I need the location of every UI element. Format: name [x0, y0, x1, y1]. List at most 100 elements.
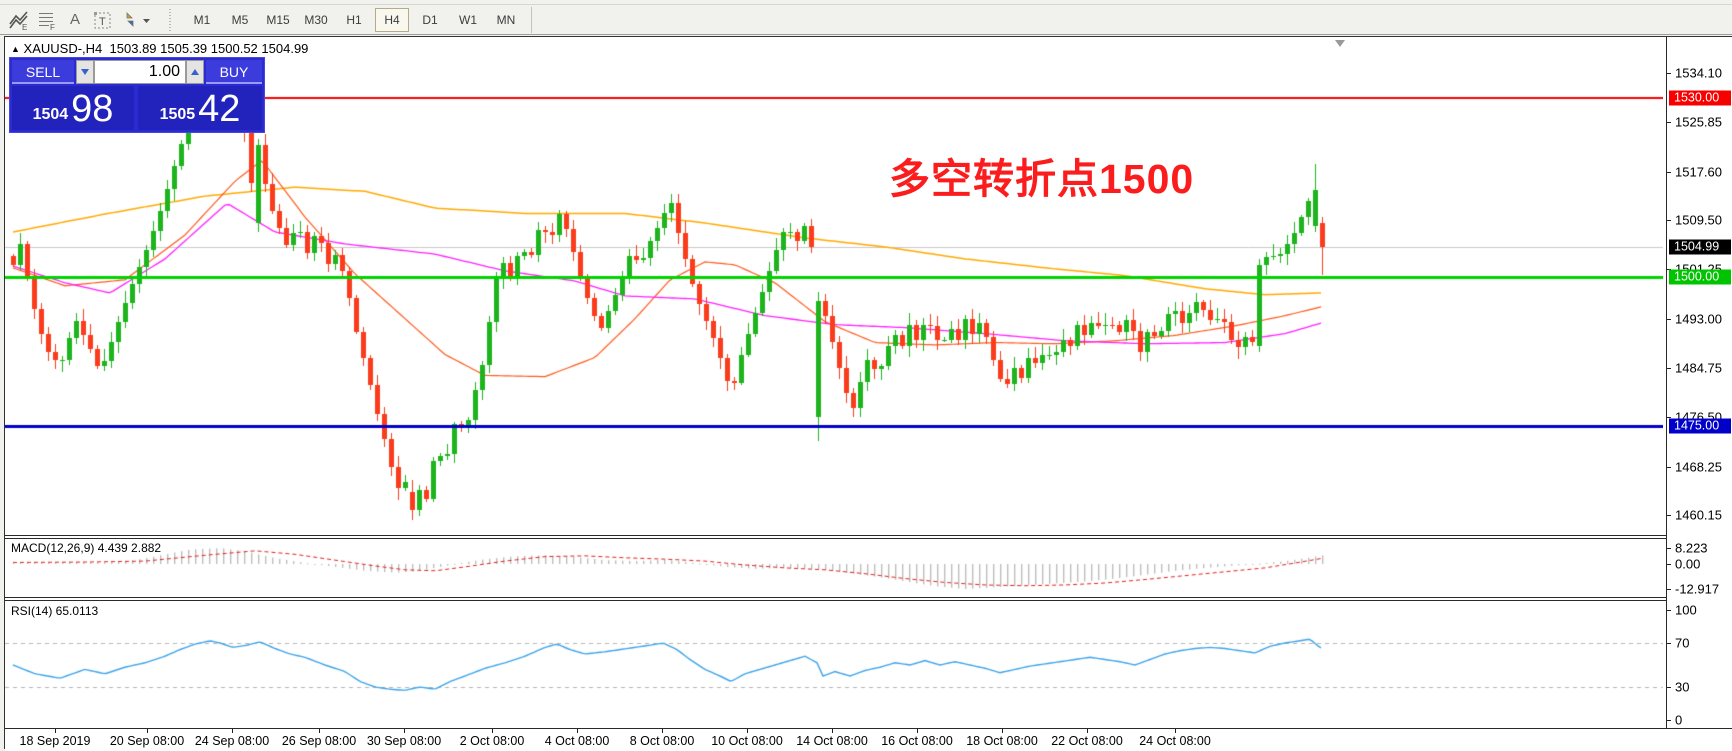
main-chart-canvas[interactable] — [5, 39, 1663, 534]
time-tick — [832, 729, 833, 733]
indicators-e-icon[interactable]: E — [6, 8, 32, 32]
rsi-scale-label: 30 — [1675, 679, 1690, 695]
timeframe-button-m1[interactable]: M1 — [193, 12, 211, 27]
timeframe-button-h4[interactable]: H4 — [375, 7, 409, 32]
buy-price-button[interactable]: 1505 42 — [138, 86, 262, 130]
price-scale[interactable]: 1534.101525.851517.601509.501501.251493.… — [1667, 37, 1732, 728]
price-tick — [1667, 548, 1671, 549]
price-scale-label: 1484.75 — [1675, 360, 1722, 376]
ohlc-high: 1505.39 — [160, 41, 208, 56]
symbol-period-label: XAUUSD-,H4 — [23, 41, 103, 56]
time-tick — [319, 729, 320, 733]
buy-price-small: 1505 — [159, 106, 196, 123]
price-scale-label: 1493.00 — [1675, 311, 1722, 327]
timeframe-button-mn[interactable]: MN — [496, 12, 516, 27]
timeframe-button-d1[interactable]: D1 — [422, 12, 438, 27]
price-scale-border — [1666, 37, 1667, 728]
sell-price-small: 1504 — [32, 106, 69, 123]
text-box-icon[interactable]: T — [90, 8, 116, 32]
price-tick — [1667, 610, 1671, 611]
panel-separator[interactable] — [5, 597, 1732, 598]
panel-separator[interactable] — [5, 600, 1732, 601]
price-tick — [1667, 122, 1671, 123]
price-tick — [1667, 417, 1671, 418]
buy-price-big: 42 — [198, 88, 241, 130]
panel-separator[interactable] — [5, 535, 1732, 536]
volume-increase-button[interactable] — [186, 60, 204, 84]
buy-button[interactable]: BUY — [206, 60, 262, 84]
time-axis-label: 24 Sep 08:00 — [194, 734, 270, 748]
chart-text-annotation[interactable]: 多空转折点1500 — [889, 156, 1195, 202]
time-axis-label: 18 Oct 08:00 — [966, 734, 1038, 748]
rsi-scale-label: 0 — [1675, 712, 1683, 728]
time-axis-label: 8 Oct 08:00 — [629, 734, 695, 748]
objects-sort-icon[interactable] — [118, 8, 154, 32]
timeframe-button-group: M1 M5 M15 M30 H1 H4 D1 W1 MN — [183, 7, 525, 32]
panel-separator[interactable] — [5, 538, 1732, 539]
price-tick — [1667, 172, 1671, 173]
price-tick — [1667, 319, 1671, 320]
time-axis[interactable]: 18 Sep 2019 20 Sep 08:00 24 Sep 08:00 26 Se… — [5, 728, 1732, 751]
time-tick — [917, 729, 918, 733]
volume-decrease-button[interactable] — [76, 60, 94, 84]
time-tick — [492, 729, 493, 733]
time-tick — [662, 729, 663, 733]
price-scale-label: 1460.15 — [1675, 507, 1722, 523]
price-tick — [1667, 467, 1671, 468]
svg-text:E: E — [22, 23, 27, 31]
ohlc-open: 1503.89 — [109, 41, 157, 56]
one-click-trading-panel: SELL BUY 1504 98 1505 42 — [9, 57, 265, 133]
upper-toolbar-edge — [0, 0, 1732, 5]
time-tick — [1087, 729, 1088, 733]
time-tick — [232, 729, 233, 733]
price-badge: 1504.99 — [1669, 239, 1731, 255]
time-tick — [147, 729, 148, 733]
time-axis-label: 10 Oct 08:00 — [711, 734, 783, 748]
caret-up-icon — [191, 69, 199, 75]
label-a-icon[interactable]: A — [69, 11, 80, 28]
sell-button[interactable]: SELL — [12, 60, 74, 84]
rsi-scale-label: 100 — [1675, 602, 1697, 618]
price-tick — [1667, 564, 1671, 565]
timeframe-button-m15[interactable]: M15 — [266, 12, 290, 27]
macd-scale-label: -12.917 — [1675, 581, 1720, 597]
svg-text:T: T — [99, 16, 106, 28]
time-axis-label: 4 Oct 08:00 — [544, 734, 610, 748]
rsi-scale-label: 70 — [1675, 635, 1690, 651]
macd-scale-label: 8.223 — [1675, 540, 1708, 556]
rsi-indicator-canvas[interactable] — [5, 601, 1663, 727]
grid-f-icon[interactable]: F — [34, 8, 60, 32]
timeframe-button-m30[interactable]: M30 — [304, 12, 328, 27]
time-axis-label: 2 Oct 08:00 — [459, 734, 525, 748]
volume-input[interactable] — [94, 60, 186, 84]
timeframe-button-m5[interactable]: M5 — [231, 12, 249, 27]
price-tick — [1667, 220, 1671, 221]
toolbar: E F A T M1 M5 M15 M30 H1 H4 D1 W1 MN — [0, 5, 1732, 35]
rsi-indicator-label: RSI(14) 65.0113 — [11, 604, 99, 618]
time-tick — [404, 729, 405, 733]
time-axis-label: 18 Sep 2019 — [19, 734, 91, 748]
price-scale-label: 1525.85 — [1675, 114, 1722, 130]
symbol-collapse-icon[interactable]: ▲ — [11, 44, 20, 54]
price-tick — [1667, 687, 1671, 688]
toolbar-drag-handle[interactable] — [169, 8, 175, 31]
price-scale-label: 1534.10 — [1675, 65, 1722, 81]
price-tick — [1667, 73, 1671, 74]
price-scale-label: 1517.60 — [1675, 164, 1722, 180]
chart-shift-marker-icon — [1335, 40, 1345, 47]
price-badge: 1475.00 — [1669, 418, 1731, 434]
price-tick — [1667, 720, 1671, 721]
timeframe-button-h1[interactable]: H1 — [346, 12, 362, 27]
macd-indicator-canvas[interactable] — [5, 539, 1663, 596]
sell-price-big: 98 — [71, 88, 114, 130]
price-tick — [1667, 368, 1671, 369]
timeframe-button-w1[interactable]: W1 — [459, 12, 477, 27]
time-axis-label: 14 Oct 08:00 — [796, 734, 868, 748]
price-tick — [1667, 515, 1671, 516]
macd-indicator-label: MACD(12,26,9) 4.439 2.882 — [11, 541, 162, 555]
price-scale-label: 1509.50 — [1675, 212, 1722, 228]
price-badge: 1530.00 — [1669, 90, 1731, 105]
sell-price-button[interactable]: 1504 98 — [12, 86, 134, 130]
ohlc-close: 1504.99 — [261, 41, 309, 56]
